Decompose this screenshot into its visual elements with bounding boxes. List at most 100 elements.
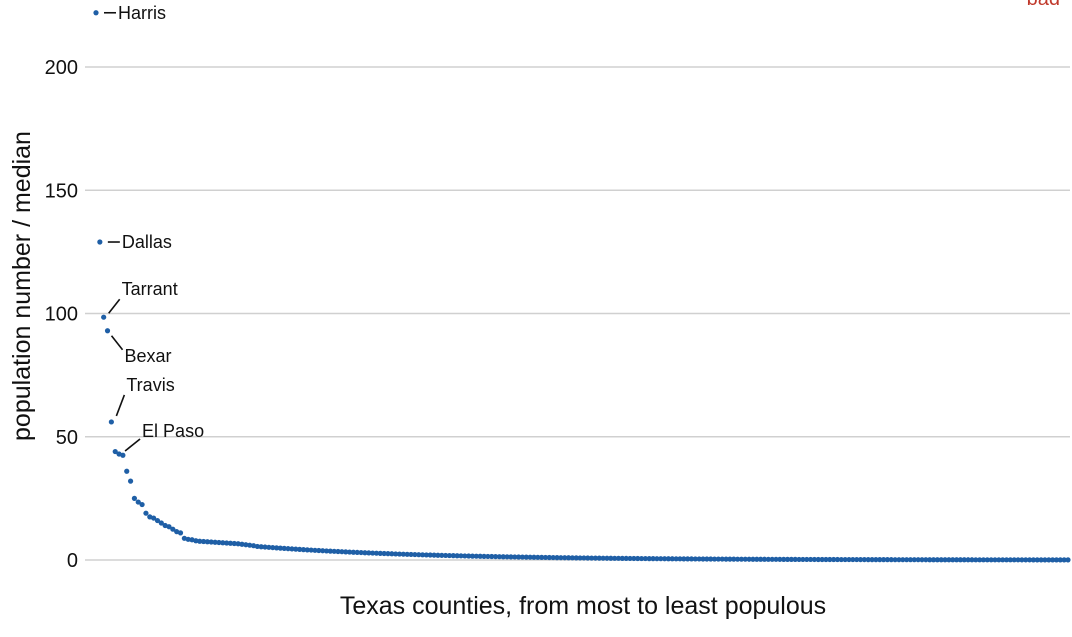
label-leader-line bbox=[124, 438, 141, 452]
data-point bbox=[700, 556, 706, 562]
data-point bbox=[627, 555, 633, 562]
data-point bbox=[285, 546, 291, 552]
data-point bbox=[1003, 557, 1010, 563]
data-point bbox=[320, 548, 326, 554]
data-point bbox=[231, 540, 237, 547]
data-point bbox=[577, 555, 583, 561]
data-point bbox=[969, 557, 975, 563]
data-point bbox=[646, 556, 652, 562]
data-point bbox=[769, 556, 775, 562]
data-point bbox=[665, 556, 672, 562]
data-point bbox=[462, 553, 468, 559]
data-point bbox=[101, 314, 107, 320]
data-point bbox=[208, 539, 214, 545]
data-point bbox=[550, 554, 556, 561]
data-point bbox=[938, 557, 944, 563]
data-point bbox=[1023, 557, 1029, 563]
x-axis-title: Texas counties, from most to least popul… bbox=[340, 592, 826, 620]
data-point bbox=[719, 556, 725, 562]
data-point bbox=[738, 556, 745, 562]
data-point bbox=[846, 556, 852, 563]
data-point bbox=[815, 556, 821, 563]
data-point bbox=[300, 547, 307, 553]
data-point bbox=[1015, 557, 1021, 563]
data-point bbox=[996, 557, 1002, 563]
data-point bbox=[1042, 557, 1048, 563]
data-point bbox=[807, 556, 814, 563]
data-point bbox=[615, 555, 622, 561]
data-point bbox=[297, 546, 303, 552]
data-point bbox=[565, 555, 572, 561]
data-point bbox=[581, 555, 587, 561]
data-point bbox=[1011, 557, 1017, 563]
data-point bbox=[788, 556, 794, 562]
data-point bbox=[500, 554, 506, 560]
data-point bbox=[508, 554, 514, 560]
data-point bbox=[984, 557, 990, 563]
data-point bbox=[239, 541, 245, 547]
data-point bbox=[104, 328, 111, 334]
data-point bbox=[266, 544, 272, 550]
data-point bbox=[731, 556, 737, 562]
data-point bbox=[419, 552, 426, 558]
data-point bbox=[638, 555, 645, 562]
data-point bbox=[819, 556, 825, 563]
data-point bbox=[458, 553, 464, 559]
data-point bbox=[619, 555, 625, 561]
county-label: Travis bbox=[126, 375, 174, 395]
data-point bbox=[151, 515, 157, 521]
data-point bbox=[857, 556, 864, 563]
data-point bbox=[473, 553, 479, 559]
data-point bbox=[124, 468, 130, 474]
data-point bbox=[734, 556, 741, 562]
data-point bbox=[900, 557, 906, 563]
data-point bbox=[158, 520, 164, 526]
data-point bbox=[723, 556, 729, 562]
data-point bbox=[331, 548, 337, 554]
data-point bbox=[777, 556, 783, 562]
data-point bbox=[662, 556, 668, 562]
data-point bbox=[750, 556, 756, 562]
data-point bbox=[654, 556, 660, 562]
data-point bbox=[834, 556, 841, 563]
data-point bbox=[389, 551, 395, 557]
data-point bbox=[850, 556, 856, 563]
y-tick-label: 100 bbox=[45, 304, 78, 326]
data-point bbox=[800, 556, 806, 563]
data-point bbox=[323, 548, 330, 554]
data-point bbox=[270, 544, 276, 551]
data-point bbox=[97, 239, 103, 245]
data-point bbox=[1057, 557, 1063, 563]
data-point bbox=[492, 553, 499, 560]
data-point bbox=[535, 554, 541, 560]
data-point bbox=[854, 556, 860, 563]
data-point bbox=[623, 555, 629, 562]
data-point bbox=[681, 556, 687, 562]
data-point bbox=[350, 549, 357, 555]
data-point bbox=[673, 556, 679, 562]
data-point bbox=[489, 553, 495, 560]
data-point bbox=[973, 557, 979, 563]
data-point bbox=[504, 554, 510, 560]
data-point bbox=[861, 556, 867, 563]
data-point bbox=[1026, 557, 1033, 563]
data-point bbox=[216, 539, 222, 546]
data-point bbox=[911, 557, 917, 563]
data-point bbox=[838, 556, 844, 563]
data-point bbox=[404, 551, 410, 557]
data-point bbox=[1065, 557, 1071, 563]
data-point bbox=[439, 552, 445, 558]
data-point bbox=[339, 549, 345, 555]
data-point bbox=[692, 556, 698, 562]
label-leader-line bbox=[110, 335, 124, 351]
data-point bbox=[1007, 557, 1013, 563]
data-point bbox=[1038, 557, 1044, 563]
data-point bbox=[873, 557, 879, 563]
data-point bbox=[669, 556, 675, 562]
data-point bbox=[612, 555, 618, 561]
data-point bbox=[811, 556, 818, 563]
data-point bbox=[727, 556, 733, 562]
data-point bbox=[596, 555, 602, 561]
y-axis-title: population number / median bbox=[8, 131, 36, 441]
data-point bbox=[631, 555, 637, 562]
